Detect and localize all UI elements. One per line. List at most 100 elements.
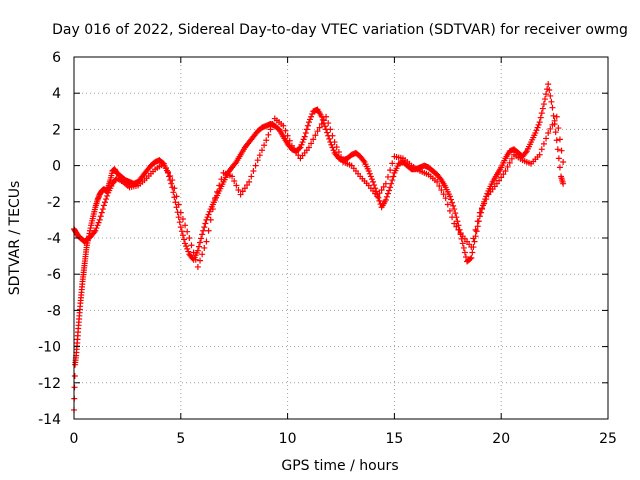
data-point: [461, 249, 468, 256]
data-point: [470, 235, 477, 242]
data-point: [192, 256, 199, 263]
data-point: [232, 160, 239, 167]
data-point: [384, 190, 391, 197]
data-point: [330, 147, 337, 154]
data-point: [360, 157, 367, 164]
data-point: [550, 112, 557, 119]
data-point: [99, 206, 106, 213]
data-point: [175, 214, 182, 221]
data-point: [182, 222, 189, 229]
data-point: [560, 180, 567, 187]
grid-lines: [74, 57, 608, 419]
data-point: [436, 182, 443, 189]
data-point: [380, 183, 387, 190]
y-tick-label: 6: [52, 50, 61, 66]
data-point: [446, 193, 453, 200]
data-point: [204, 214, 211, 221]
data-point: [454, 218, 461, 225]
data-point: [324, 129, 331, 136]
data-point: [301, 133, 308, 140]
data-point: [94, 222, 101, 229]
data-point: [286, 137, 293, 144]
data-point: [446, 207, 453, 214]
data-point: [325, 120, 332, 127]
data-point: [169, 177, 176, 184]
data-point: [384, 173, 391, 180]
data-point: [546, 87, 553, 94]
data-point: [206, 208, 213, 215]
data-point: [560, 158, 567, 165]
data-point: [555, 125, 562, 132]
data-point: [190, 249, 197, 256]
data-point: [448, 196, 455, 203]
data-point: [376, 190, 383, 197]
data-point: [535, 121, 542, 128]
data-point: [185, 248, 192, 255]
y-tick-label: -2: [47, 195, 61, 211]
data-point: [539, 105, 546, 112]
data-point: [256, 152, 263, 159]
data-point: [235, 187, 242, 194]
data-point: [229, 173, 236, 180]
data-point: [504, 163, 511, 170]
data-point: [305, 119, 312, 126]
data-point: [506, 159, 513, 166]
data-point: [186, 235, 193, 241]
data-point: [93, 225, 100, 232]
data-point: [172, 199, 179, 206]
data-point: [176, 219, 183, 226]
data-point: [522, 149, 529, 156]
data-point: [182, 240, 189, 247]
data-point: [438, 187, 445, 194]
data-point: [534, 124, 541, 131]
chart-title: Day 016 of 2022, Sidereal Day-to-day VTE…: [52, 22, 628, 38]
data-point: [453, 223, 460, 230]
y-axis-label: SDTVAR / TECUs: [7, 181, 23, 296]
series-1: [71, 113, 567, 270]
data-point: [462, 254, 469, 261]
data-point: [536, 151, 543, 158]
data-point: [199, 251, 206, 258]
data-point: [310, 136, 317, 143]
data-point: [318, 120, 325, 127]
data-point: [327, 126, 334, 133]
data-point: [308, 113, 315, 120]
data-point: [389, 177, 396, 184]
data-point: [451, 206, 458, 213]
data-point: [205, 211, 212, 218]
data-point: [248, 173, 255, 180]
data-point: [178, 228, 185, 235]
data-point: [536, 119, 543, 126]
data-point: [478, 205, 485, 212]
data-point: [442, 195, 449, 202]
data-point: [179, 232, 186, 239]
data-point: [199, 231, 206, 238]
data-point: [216, 182, 223, 189]
data-point: [168, 180, 175, 187]
data-point: [547, 125, 554, 132]
data-point: [469, 249, 476, 256]
data-point: [365, 168, 372, 175]
data-point: [183, 243, 190, 250]
data-point: [302, 130, 309, 137]
data-point: [282, 127, 289, 134]
data-point: [263, 137, 270, 144]
data-point: [184, 245, 191, 252]
data-point: [305, 144, 312, 151]
data-point: [250, 168, 257, 175]
data-point: [297, 144, 304, 151]
data-point: [545, 81, 552, 88]
x-tick-label: 5: [176, 431, 185, 447]
data-point: [173, 193, 180, 200]
data-point: [308, 140, 315, 147]
data-point: [233, 182, 240, 189]
data-point: [375, 194, 382, 201]
data-point: [540, 101, 547, 108]
data-point: [298, 141, 305, 148]
data-point: [440, 191, 447, 198]
data-point: [496, 177, 503, 184]
data-point: [370, 178, 377, 185]
data-point: [371, 182, 378, 189]
data-point: [231, 177, 238, 184]
